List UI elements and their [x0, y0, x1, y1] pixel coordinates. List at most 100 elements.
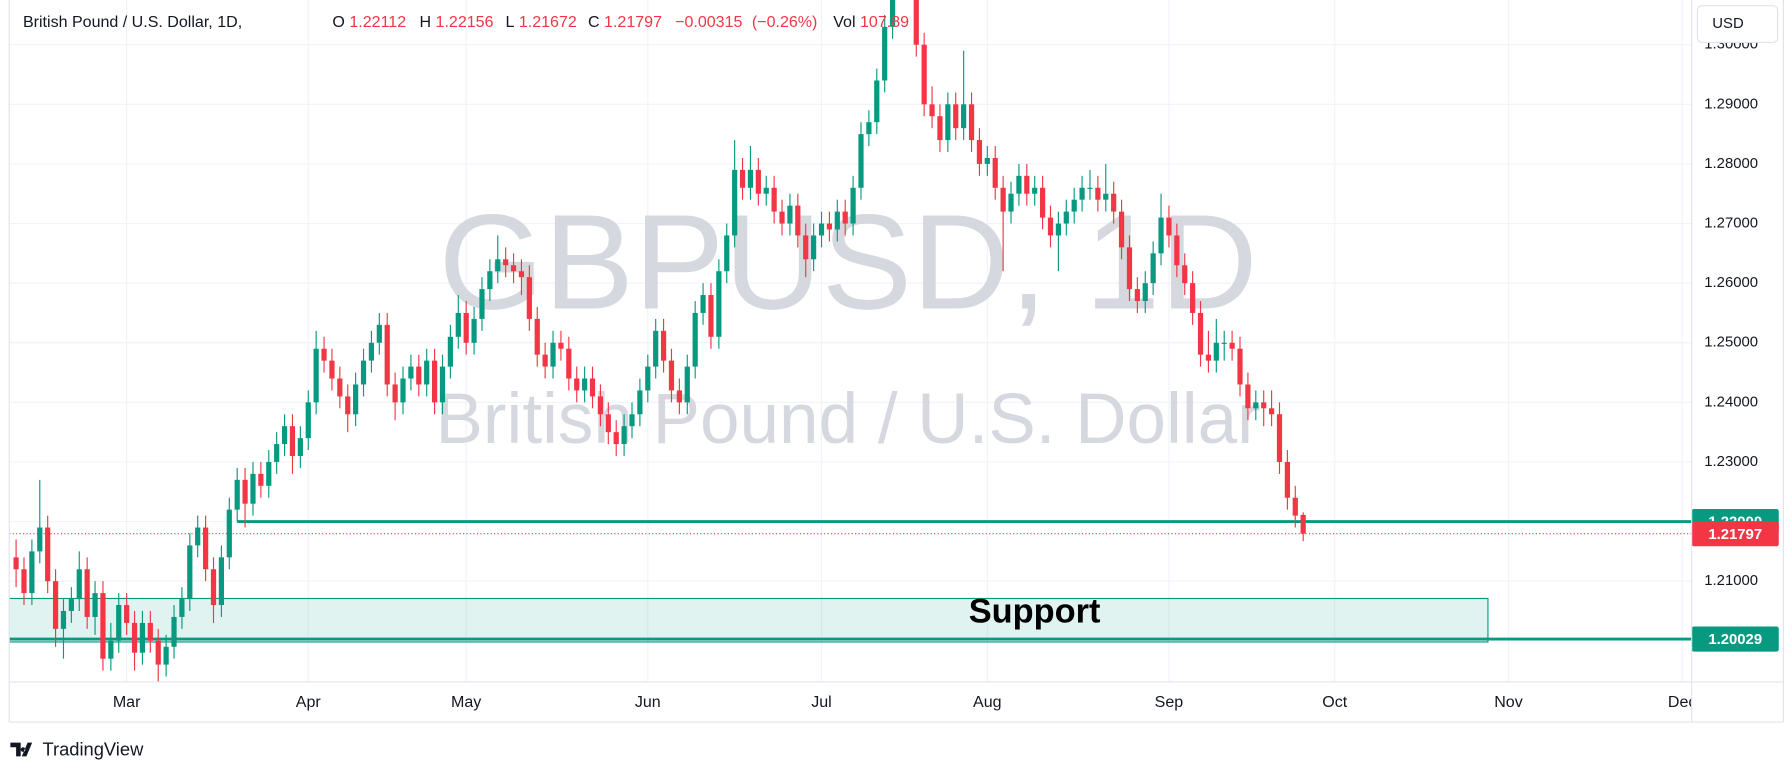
candle-body [274, 444, 280, 462]
candle-body [1166, 217, 1172, 236]
candle-body [676, 390, 682, 403]
y-tick-label: 1.28000 [1704, 156, 1758, 172]
candle-body [739, 169, 746, 188]
x-tick-label: Jun [635, 693, 661, 711]
candle-body [645, 366, 651, 391]
candle-body [1095, 187, 1101, 200]
open-label: O [332, 13, 344, 31]
candle-body [1300, 514, 1306, 534]
candle-body [1118, 211, 1125, 248]
x-tick-label: Dec [1668, 693, 1697, 711]
candle-body [147, 622, 153, 641]
candle-body [416, 366, 422, 385]
candle-body [52, 581, 59, 629]
candle-body [1174, 235, 1180, 266]
candle-body [337, 378, 343, 397]
candle-body [1213, 342, 1219, 361]
candle-body [1158, 217, 1164, 254]
candle-body [818, 223, 825, 236]
candle-body [826, 223, 833, 230]
support-label: Support [969, 592, 1101, 630]
candle-body [305, 402, 311, 439]
change-percent: (−0.26%) [752, 13, 818, 31]
candle-body [842, 211, 848, 224]
volume-label: Vol [833, 13, 855, 31]
candle-body [621, 426, 627, 445]
candle-body [1190, 283, 1196, 313]
candle-body [21, 569, 27, 594]
candle-body [882, 26, 888, 81]
candle-body [889, 0, 896, 27]
y-tick-label: 1.25000 [1704, 335, 1758, 351]
candle-body [471, 318, 477, 343]
candle-body [131, 622, 138, 653]
currency-button[interactable]: USD [1696, 5, 1779, 43]
candle-body [668, 360, 675, 391]
candle-body [961, 104, 967, 129]
candle-body [1150, 253, 1156, 284]
candle-body [1126, 247, 1133, 290]
candle-body [558, 342, 564, 349]
low-label: L [505, 13, 514, 31]
candle-body [250, 473, 256, 504]
candle-body [795, 205, 801, 236]
currency-label[interactable]: USD [1712, 16, 1744, 32]
candle-body [1261, 402, 1267, 409]
grid [9, 0, 1692, 682]
candle-body [1134, 289, 1140, 302]
candle-body [534, 318, 540, 355]
candle-body [1276, 414, 1283, 462]
low-value: 1.21672 [519, 13, 577, 31]
candle-body [1000, 187, 1006, 212]
time-axis: Mar Apr May Jun Jul Aug Sep Oct Nov Dec [113, 693, 1697, 711]
high-value: 1.22156 [436, 13, 494, 31]
candle-body [297, 438, 303, 457]
candle-body [76, 569, 82, 600]
candle-body [992, 157, 998, 188]
candle-body [929, 104, 935, 117]
currency-button-box[interactable] [1696, 5, 1779, 43]
candle-body [1039, 187, 1046, 218]
candle-body [526, 277, 532, 319]
candle-body [1205, 354, 1212, 361]
close-label: C [588, 13, 600, 31]
candle-body [289, 426, 296, 457]
candle-body [597, 396, 604, 415]
candle-body [368, 342, 375, 361]
candle-body [976, 140, 983, 164]
candle-body [495, 259, 501, 272]
candle-body [68, 599, 74, 611]
candle-body [953, 104, 959, 129]
x-tick-label: Jul [811, 693, 831, 711]
candle-body [716, 271, 722, 337]
y-tick-label: 1.23000 [1704, 454, 1758, 470]
candle-body [13, 557, 19, 570]
brand: TradingView [10, 739, 144, 760]
candle-body [518, 271, 525, 278]
candle-body [392, 384, 398, 403]
candle-body [313, 348, 319, 403]
candle-body [1229, 342, 1235, 349]
candle-body [811, 235, 817, 260]
candle-body [487, 271, 493, 290]
candle-body [92, 593, 98, 617]
candle-body [353, 384, 359, 415]
candle-body [866, 122, 872, 135]
candle-body [108, 640, 114, 659]
candle-body [779, 211, 785, 224]
candle-body [234, 479, 240, 510]
candle-body [1182, 265, 1188, 284]
candle-body [376, 324, 382, 343]
candle-body [589, 378, 596, 397]
price-badge-label: 1.20029 [1708, 632, 1762, 648]
drawings: Support [9, 520, 1692, 643]
y-tick-label: 1.26000 [1704, 275, 1758, 291]
y-tick-label: 1.24000 [1704, 394, 1758, 410]
change-value: −0.00315 [675, 13, 742, 31]
candle-body [139, 622, 146, 653]
candle-body [803, 235, 809, 260]
candle-body [1055, 223, 1062, 236]
watermark-symbol: GBPUSD, 1D [439, 186, 1258, 337]
candle-body [1245, 384, 1251, 409]
